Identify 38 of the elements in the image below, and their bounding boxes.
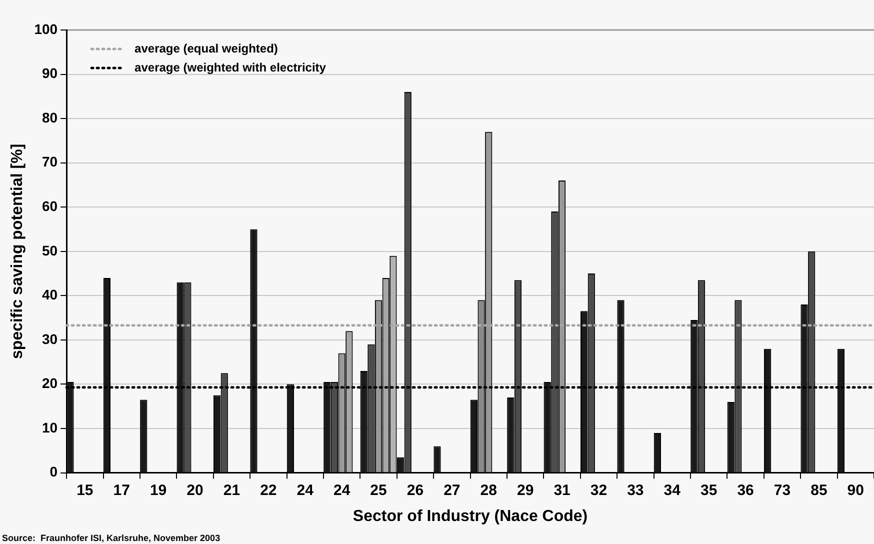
legend-label: average (weighted with electricity [134,60,326,74]
x-tick-label: 31 [554,482,570,499]
x-tick-label: 22 [260,482,277,499]
y-tick-label: 80 [42,109,58,126]
x-tick-label: 19 [150,482,167,499]
y-tick-label: 100 [34,20,58,37]
x-tick-label: 29 [516,482,534,499]
y-tick-label: 20 [42,375,58,392]
y-tick-label: 70 [42,154,58,170]
x-tick-label: 28 [480,482,497,499]
x-tick-label: 85 [810,482,828,499]
x-tick-label: 36 [737,482,754,499]
y-tick-label: 40 [42,286,58,303]
x-tick-label: 17 [113,482,130,499]
legend-label: average (equal weighted) [134,41,278,56]
source-note: Source: Fraunhofer ISI, Karlsruhe, November 2003 [2,532,220,543]
y-tick-label: 50 [42,242,58,258]
x-tick-label: 33 [627,482,644,499]
x-tick-label: 26 [406,482,424,499]
x-tick-label: 90 [847,482,864,499]
x-tick-label: 21 [223,482,240,499]
x-tick-label: 34 [664,482,682,499]
x-tick-label: 20 [186,482,204,499]
y-tick-label: 10 [42,419,58,436]
x-tick-label: 35 [700,482,718,499]
x-tick-label: 24 [333,482,351,499]
x-tick-label: 73 [774,482,791,499]
y-tick-label: 90 [42,65,58,82]
x-tick-label: 32 [590,482,608,499]
x-tick-label: 25 [370,482,387,499]
x-tick-label: 24 [296,482,314,499]
x-axis-title: Sector of Industry (Nace Code) [352,508,588,525]
y-axis-title: specific saving potential [%] [9,144,26,359]
y-tick-label: 0 [50,464,58,480]
y-tick-label: 60 [42,198,58,214]
x-tick-label: 15 [76,482,94,499]
y-tick-label: 30 [42,330,58,347]
x-tick-label: 27 [444,482,460,499]
